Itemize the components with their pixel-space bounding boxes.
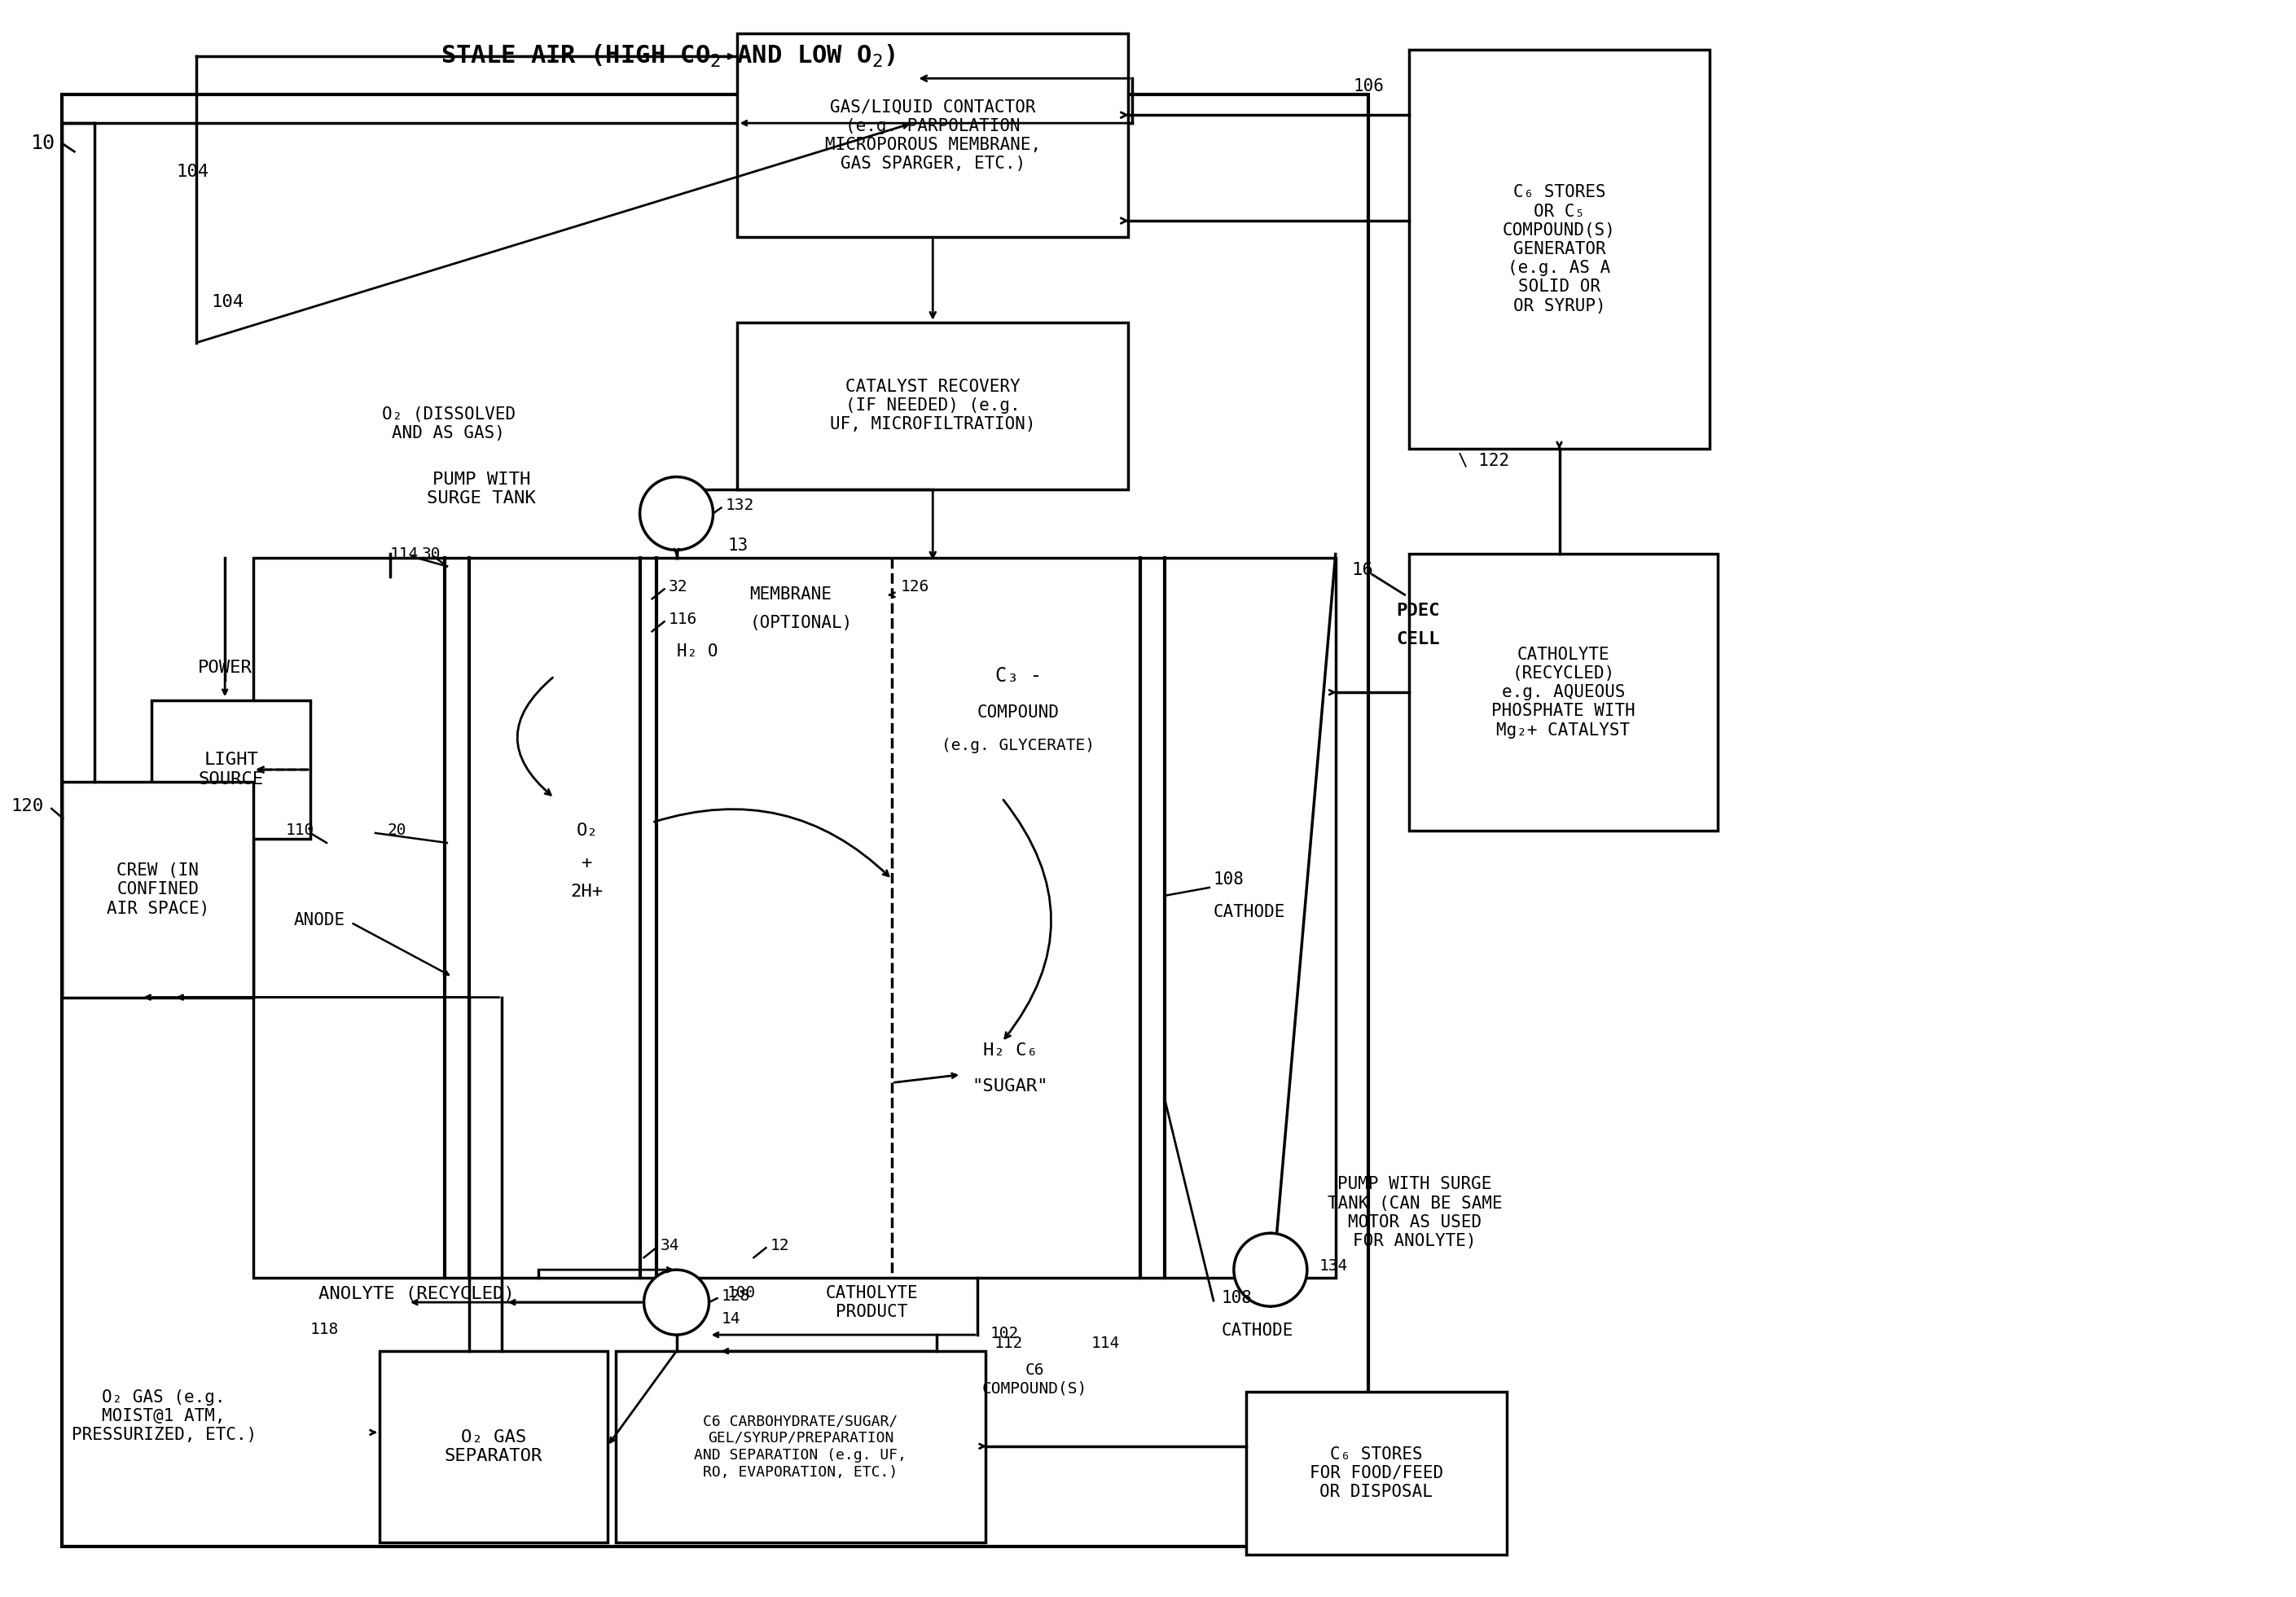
Bar <box>62 94 1368 1546</box>
Circle shape <box>1233 1233 1306 1306</box>
Text: 108: 108 <box>1221 1290 1254 1306</box>
Text: CATALYST RECOVERY
(IF NEEDED) (e.g.
UF, MICROFILTRATION): CATALYST RECOVERY (IF NEEDED) (e.g. UF, … <box>829 378 1035 433</box>
Bar <box>152 701 310 838</box>
Text: 106: 106 <box>1355 78 1384 94</box>
Text: COMPOUND: COMPOUND <box>978 704 1058 720</box>
Bar <box>1410 50 1711 449</box>
Text: "SUGAR": "SUGAR" <box>971 1078 1049 1096</box>
Text: C6 CARBOHYDRATE/SUGAR/
GEL/SYRUP/PREPARATION
AND SEPARATION (e.g. UF,
RO, EVAPOR: C6 CARBOHYDRATE/SUGAR/ GEL/SYRUP/PREPARA… <box>693 1413 907 1479</box>
Text: C₆ STORES
FOR FOOD/FEED
OR DISPOSAL: C₆ STORES FOR FOOD/FEED OR DISPOSAL <box>1309 1445 1444 1500</box>
Text: 102: 102 <box>990 1326 1019 1341</box>
Text: H₂ C₆: H₂ C₆ <box>983 1043 1038 1059</box>
Text: 118: 118 <box>310 1321 340 1337</box>
Text: O₂ GAS (e.g.
MOIST@1 ATM,
PRESSURIZED, ETC.): O₂ GAS (e.g. MOIST@1 ATM, PRESSURIZED, E… <box>71 1389 257 1444</box>
Bar <box>1247 1391 1506 1554</box>
Text: 104: 104 <box>211 294 243 310</box>
Text: H₂ O: H₂ O <box>677 644 719 660</box>
Text: 120: 120 <box>11 798 44 814</box>
Bar <box>1410 554 1717 830</box>
Text: POWER: POWER <box>197 660 253 676</box>
Text: MEMBRANE: MEMBRANE <box>751 586 831 604</box>
Circle shape <box>643 1270 709 1335</box>
Text: C6
COMPOUND(S): C6 COMPOUND(S) <box>983 1362 1086 1396</box>
Text: O₂ (DISSOLVED
AND AS GAS): O₂ (DISSOLVED AND AS GAS) <box>381 406 517 442</box>
Circle shape <box>641 478 714 549</box>
Bar <box>615 1351 985 1543</box>
Text: 134: 134 <box>1320 1258 1348 1273</box>
Text: +: + <box>581 854 592 872</box>
Text: CATHOLYTE
(RECYCLED)
e.g. AQUEOUS
PHOSPHATE WITH
Mg₂+ CATALYST: CATHOLYTE (RECYCLED) e.g. AQUEOUS PHOSPH… <box>1492 647 1635 738</box>
Text: GAS/LIQUID CONTACTOR
(e.g. PARPOLATION
MICROPOROUS MEMBRANE,
GAS SPARGER, ETC.): GAS/LIQUID CONTACTOR (e.g. PARPOLATION M… <box>824 99 1040 172</box>
Text: STALE AIR (HIGH CO$_2$ AND LOW O$_2$): STALE AIR (HIGH CO$_2$ AND LOW O$_2$) <box>441 43 895 70</box>
Text: PDEC: PDEC <box>1396 604 1440 620</box>
Text: (OPTIONAL): (OPTIONAL) <box>751 615 852 631</box>
Text: ANOLYTE (RECYCLED): ANOLYTE (RECYCLED) <box>319 1286 514 1302</box>
Bar <box>379 1351 608 1543</box>
Text: PUMP WITH
SURGE TANK: PUMP WITH SURGE TANK <box>427 471 535 506</box>
Bar <box>62 783 253 998</box>
Text: 30: 30 <box>422 546 441 562</box>
Text: 132: 132 <box>726 498 753 513</box>
Text: 114: 114 <box>390 546 418 562</box>
Text: 34: 34 <box>661 1238 680 1254</box>
Text: 16: 16 <box>1352 562 1373 578</box>
Text: 2H+: 2H+ <box>572 883 604 899</box>
Text: 108: 108 <box>1215 872 1244 888</box>
Text: ANODE: ANODE <box>294 912 344 928</box>
Text: O₂: O₂ <box>576 822 597 838</box>
Text: CATHOLYTE
PRODUCT: CATHOLYTE PRODUCT <box>827 1284 918 1319</box>
Text: 32: 32 <box>668 580 687 594</box>
Text: CELL: CELL <box>1396 631 1440 648</box>
Text: 110: 110 <box>287 822 315 838</box>
Text: 12: 12 <box>769 1238 790 1254</box>
Text: 13: 13 <box>728 538 748 554</box>
Bar <box>253 559 1336 1278</box>
Text: 114: 114 <box>1091 1335 1120 1351</box>
Text: 100: 100 <box>728 1286 755 1300</box>
Bar <box>737 323 1127 489</box>
Text: 10: 10 <box>32 134 55 153</box>
Text: C₆ STORES
OR C₅
COMPOUND(S)
GENERATOR
(e.g. AS A
SOLID OR
OR SYRUP): C₆ STORES OR C₅ COMPOUND(S) GENERATOR (e… <box>1504 184 1616 315</box>
Text: 116: 116 <box>668 612 698 628</box>
Text: \ 122: \ 122 <box>1458 452 1508 470</box>
Text: C₃ -: C₃ - <box>994 666 1042 685</box>
Text: 126: 126 <box>900 580 930 594</box>
Text: CREW (IN
CONFINED
AIR SPACE): CREW (IN CONFINED AIR SPACE) <box>106 862 209 917</box>
Text: 104: 104 <box>177 164 209 180</box>
Text: 20: 20 <box>388 822 406 838</box>
Text: CATHODE: CATHODE <box>1221 1322 1293 1338</box>
Text: O₂ GAS
SEPARATOR: O₂ GAS SEPARATOR <box>445 1429 542 1464</box>
Text: PUMP WITH SURGE
TANK (CAN BE SAME
MOTOR AS USED
FOR ANOLYTE): PUMP WITH SURGE TANK (CAN BE SAME MOTOR … <box>1327 1177 1502 1249</box>
Text: LIGHT
SOURCE: LIGHT SOURCE <box>197 752 264 787</box>
Text: (e.g. GLYCERATE): (e.g. GLYCERATE) <box>941 738 1095 752</box>
Text: CATHODE: CATHODE <box>1215 904 1286 920</box>
Text: 14: 14 <box>721 1311 739 1326</box>
Text: 112: 112 <box>994 1335 1022 1351</box>
Bar <box>737 34 1127 236</box>
Text: 128: 128 <box>721 1289 751 1303</box>
